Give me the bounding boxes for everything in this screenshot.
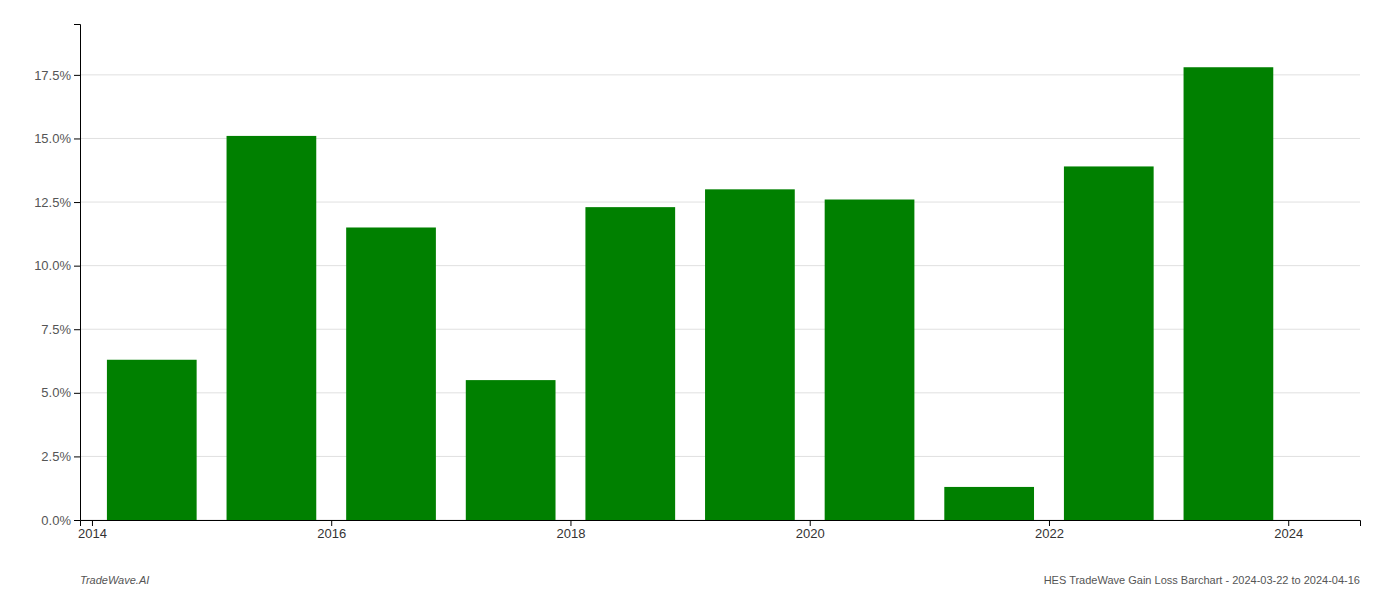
x-tick-mark: [810, 520, 811, 526]
y-tick-label: 7.5%: [41, 322, 71, 337]
y-tick-mark: [74, 75, 80, 76]
x-tick: 2022: [1035, 520, 1064, 541]
grid: [80, 75, 1360, 520]
y-axis: 0.0% 2.5% 5.0% 7.5% 10.0% 12.5% 15.0% 17.5%: [34, 25, 80, 528]
x-tick: 2018: [557, 520, 586, 541]
bar: [107, 360, 197, 520]
y-tick: 15.0%: [34, 131, 80, 146]
chart: 0.0% 2.5% 5.0% 7.5% 10.0% 12.5% 15.0% 17.5% 2014…: [0, 0, 1400, 600]
x-tick-label: 2020: [796, 526, 825, 541]
y-axis-line: [74, 25, 81, 521]
x-tick-label: 2018: [557, 526, 586, 541]
x-tick: 2016: [317, 520, 346, 541]
x-axis-line: [81, 521, 1361, 527]
y-tick-label: 15.0%: [34, 131, 71, 146]
x-tick-label: 2016: [317, 526, 346, 541]
x-tick-mark: [570, 520, 571, 526]
plot: 0.0% 2.5% 5.0% 7.5% 10.0% 12.5% 15.0% 17.5% 2014…: [34, 25, 1360, 542]
y-tick-mark: [74, 138, 80, 139]
x-tick: 2024: [1274, 520, 1303, 541]
grid-line: [80, 74, 1360, 75]
y-tick-label: 0.0%: [41, 513, 71, 528]
y-tick: 12.5%: [34, 195, 80, 210]
y-tick-label: 10.0%: [34, 258, 71, 273]
bar: [466, 380, 556, 520]
bar: [1184, 67, 1274, 520]
x-tick-mark: [92, 520, 93, 526]
y-tick-label: 2.5%: [41, 449, 71, 464]
y-tick-mark: [74, 202, 80, 203]
x-tick-mark: [1049, 520, 1050, 526]
y-tick-label: 17.5%: [34, 68, 71, 83]
x-tick-label: 2014: [78, 526, 107, 541]
y-tick-label: 12.5%: [34, 195, 71, 210]
x-tick-label: 2022: [1035, 526, 1064, 541]
y-tick-mark: [74, 329, 80, 330]
y-tick: 5.0%: [41, 385, 80, 400]
footer-text: HES TradeWave Gain Loss Barchart - 2024-…: [1044, 574, 1360, 586]
y-tick: 17.5%: [34, 68, 80, 83]
bar: [944, 487, 1034, 520]
y-tick-mark: [74, 393, 80, 394]
x-tick-label: 2024: [1274, 526, 1303, 541]
x-tick: 2014: [78, 520, 107, 541]
bar: [1064, 166, 1154, 520]
x-tick: 2020: [796, 520, 825, 541]
x-tick-mark: [1288, 520, 1289, 526]
footer-text: TradeWave.AI: [80, 574, 149, 586]
y-tick-mark: [74, 456, 80, 457]
y-tick: 2.5%: [41, 449, 80, 464]
bar: [705, 189, 795, 520]
bar: [227, 136, 317, 520]
y-tick-mark: [74, 520, 80, 521]
y-tick: 0.0%: [41, 513, 80, 528]
bar: [585, 207, 675, 520]
y-tick-mark: [74, 266, 80, 267]
y-tick: 7.5%: [41, 322, 80, 337]
footer: TradeWave.AI HES TradeWave Gain Loss Barc…: [80, 574, 1360, 586]
x-axis: 2014 2016 2018 2020 2022 2024: [78, 520, 1360, 541]
bars: [107, 67, 1273, 520]
bar: [346, 227, 436, 520]
bar: [825, 200, 915, 520]
y-tick: 10.0%: [34, 258, 80, 273]
y-tick-label: 5.0%: [41, 385, 71, 400]
x-tick-mark: [331, 520, 332, 526]
